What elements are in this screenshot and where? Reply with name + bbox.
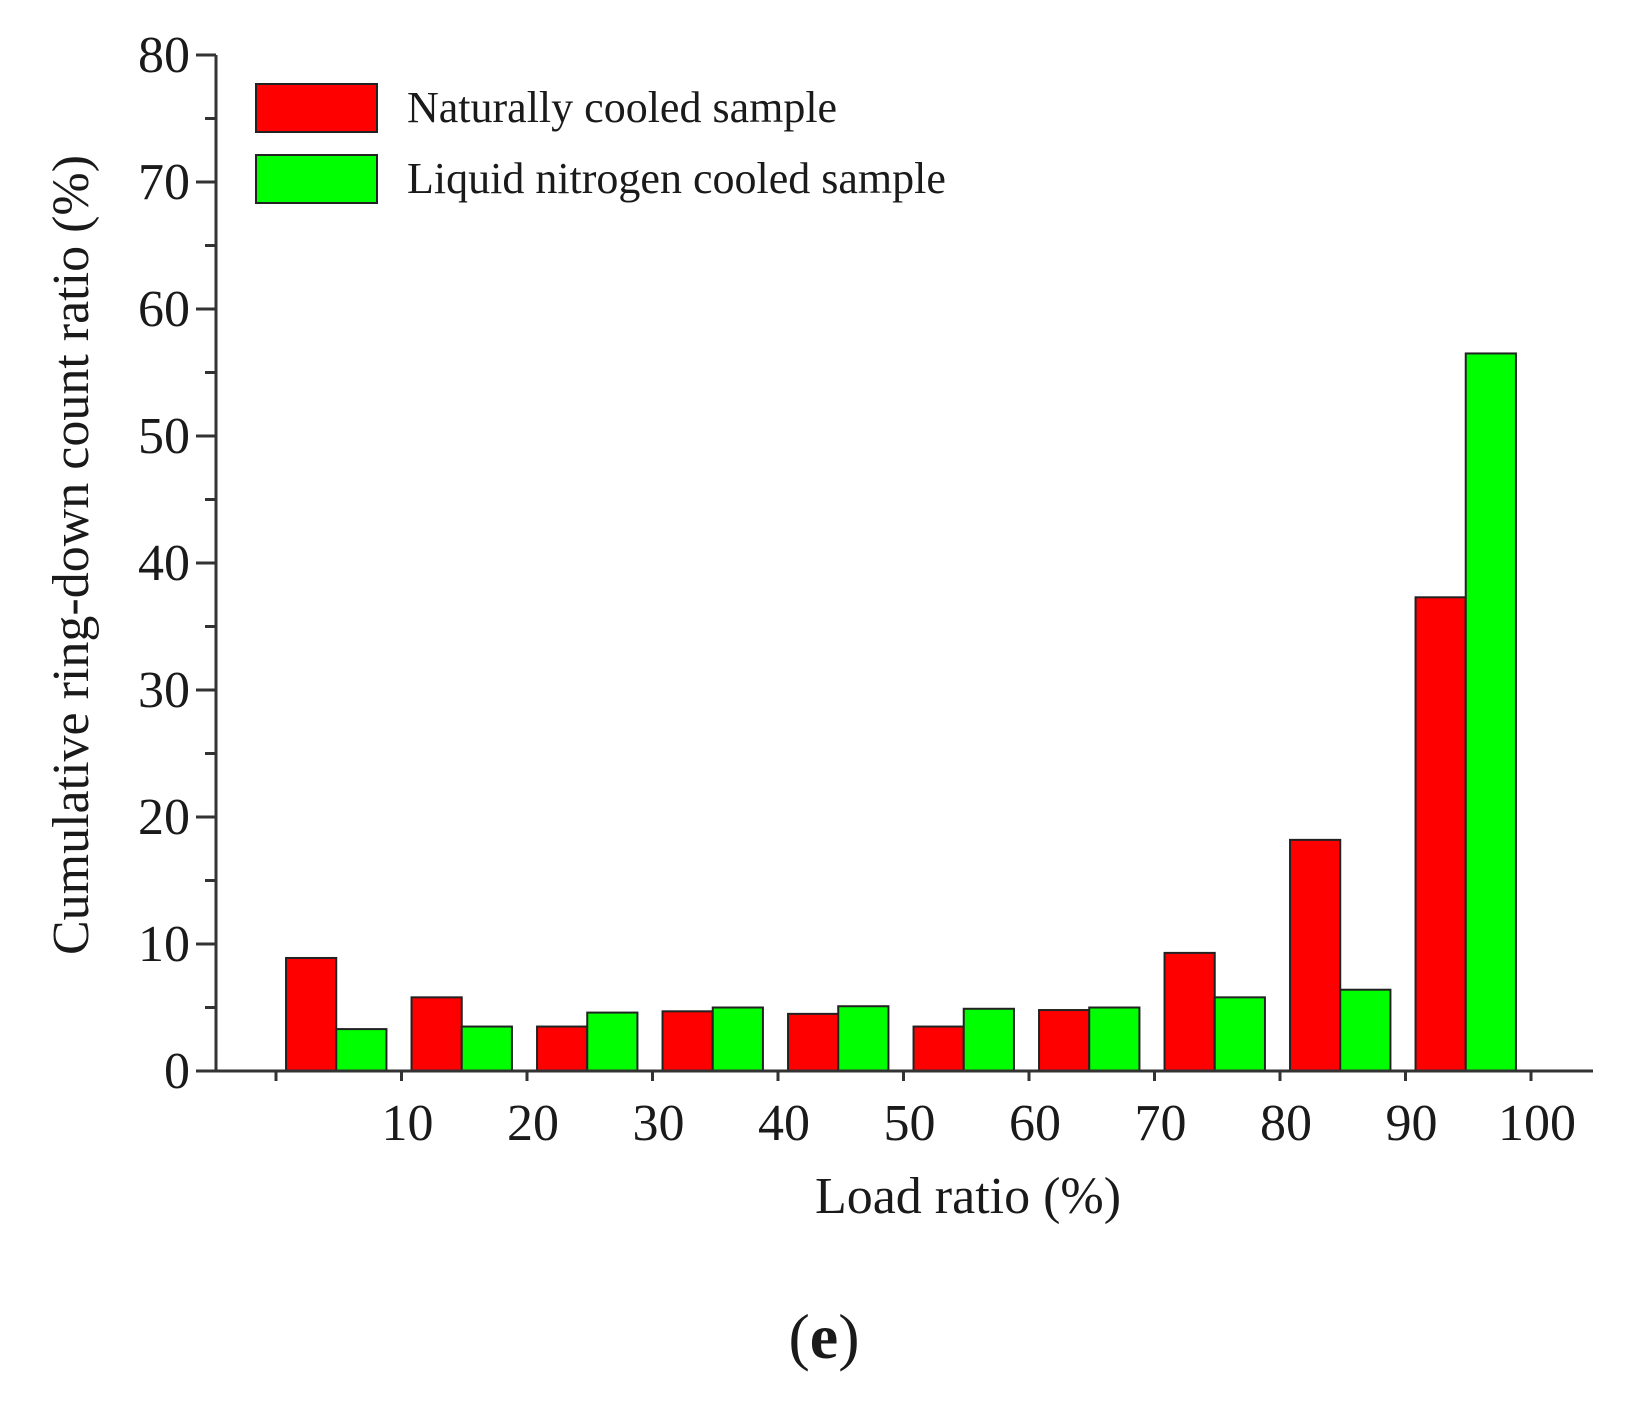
x-tick-label: 90 [1386, 1095, 1438, 1152]
bar-natural-8 [1163, 951, 1216, 1073]
bar-natural-2 [410, 996, 463, 1073]
y-tick-label: 60 [138, 281, 190, 338]
x-tick-label: 20 [507, 1095, 559, 1152]
x-tick-label: 100 [1498, 1095, 1576, 1152]
x-tick-label: 50 [884, 1095, 936, 1152]
axes-group [214, 55, 1593, 1073]
x-tick-label: 80 [1260, 1095, 1312, 1152]
bar-liquid-nitrogen-7 [1088, 1006, 1141, 1072]
bar-liquid-nitrogen-9 [1339, 988, 1392, 1072]
x-tick-label: 40 [758, 1095, 810, 1152]
bar-liquid-nitrogen-3 [586, 1011, 639, 1073]
bar-natural-6 [912, 1025, 965, 1073]
bar-liquid-nitrogen-5 [837, 1005, 890, 1072]
x-tick-label: 70 [1135, 1095, 1187, 1152]
caption-close-paren: ) [838, 1301, 859, 1372]
legend-label-1: Naturally cooled sample [407, 83, 837, 132]
legend: Naturally cooled sample Liquid nitrogen c… [255, 83, 946, 204]
legend-label-2: Liquid nitrogen cooled sample [407, 154, 946, 203]
bar-liquid-nitrogen-10 [1464, 352, 1517, 1072]
caption-letter: e [810, 1301, 838, 1372]
x-tick-label: 10 [382, 1095, 434, 1152]
y-tick-label: 10 [138, 916, 190, 973]
legend-swatch-1 [255, 83, 378, 133]
bar-liquid-nitrogen-1 [335, 1028, 388, 1072]
bar-natural-7 [1038, 1009, 1091, 1072]
y-tick-label: 40 [138, 535, 190, 592]
ticks-group: 0 10 20 30 40 50 60 70 80 10 20 30 40 50 60 70 80 90 100 [138, 27, 1576, 1152]
y-tick-label: 70 [138, 154, 190, 211]
bar-natural-4 [661, 1010, 714, 1072]
x-axis-title: Load ratio (%) [815, 1168, 1121, 1225]
y-axis-title: Cumulative ring-down count ratio (%) [43, 155, 100, 955]
bar-natural-10 [1414, 596, 1467, 1072]
y-tick-label: 80 [138, 27, 190, 84]
caption-open-paren: ( [788, 1301, 809, 1372]
legend-swatch-2 [255, 154, 378, 204]
bars-group [285, 352, 1517, 1073]
bar-liquid-nitrogen-8 [1213, 996, 1266, 1073]
bar-liquid-nitrogen-2 [460, 1025, 513, 1073]
bar-natural-5 [787, 1012, 840, 1072]
x-tick-label: 60 [1009, 1095, 1061, 1152]
figure-caption: (e) [788, 1301, 859, 1372]
y-tick-label: 0 [164, 1043, 190, 1100]
y-tick-label: 30 [138, 662, 190, 719]
bar-natural-9 [1289, 838, 1342, 1072]
bar-liquid-nitrogen-4 [711, 1006, 764, 1072]
bar-liquid-nitrogen-6 [962, 1007, 1015, 1073]
y-tick-label: 20 [138, 789, 190, 846]
x-tick-label: 30 [633, 1095, 685, 1152]
bar-natural-1 [285, 956, 338, 1072]
y-tick-label: 50 [138, 408, 190, 465]
bar-natural-3 [536, 1025, 589, 1073]
